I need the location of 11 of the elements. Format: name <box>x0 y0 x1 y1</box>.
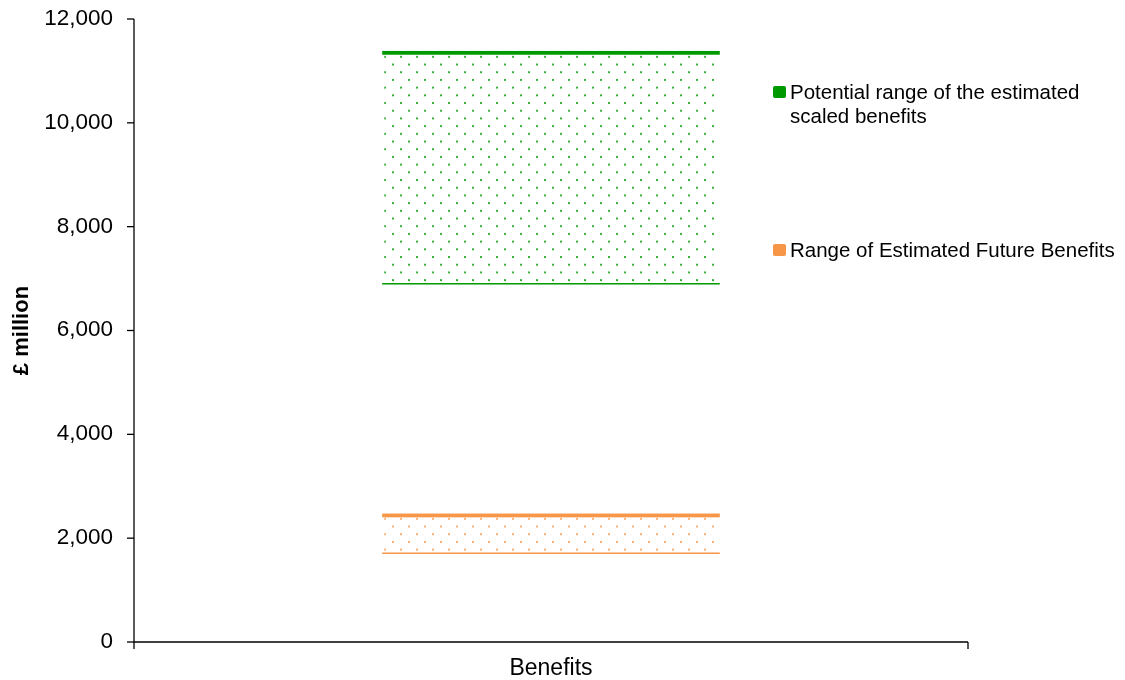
y-tick-label: 2,000 <box>56 524 113 550</box>
legend-label: Potential range of the estimated scaled benefits <box>790 80 1086 127</box>
y-axis-title: £ million <box>8 285 33 376</box>
y-tick-label: 6,000 <box>56 316 113 342</box>
y-tick-label: 0 <box>100 627 113 653</box>
y-tick-label: 10,000 <box>44 108 113 134</box>
x-tick-label: Benefits <box>509 654 593 680</box>
y-tick-label: 4,000 <box>56 420 113 446</box>
legend-label: Range of Estimated Future Benefits <box>790 238 1115 261</box>
y-tick-label: 12,000 <box>44 4 113 30</box>
y-tick-label: 8,000 <box>56 212 113 238</box>
